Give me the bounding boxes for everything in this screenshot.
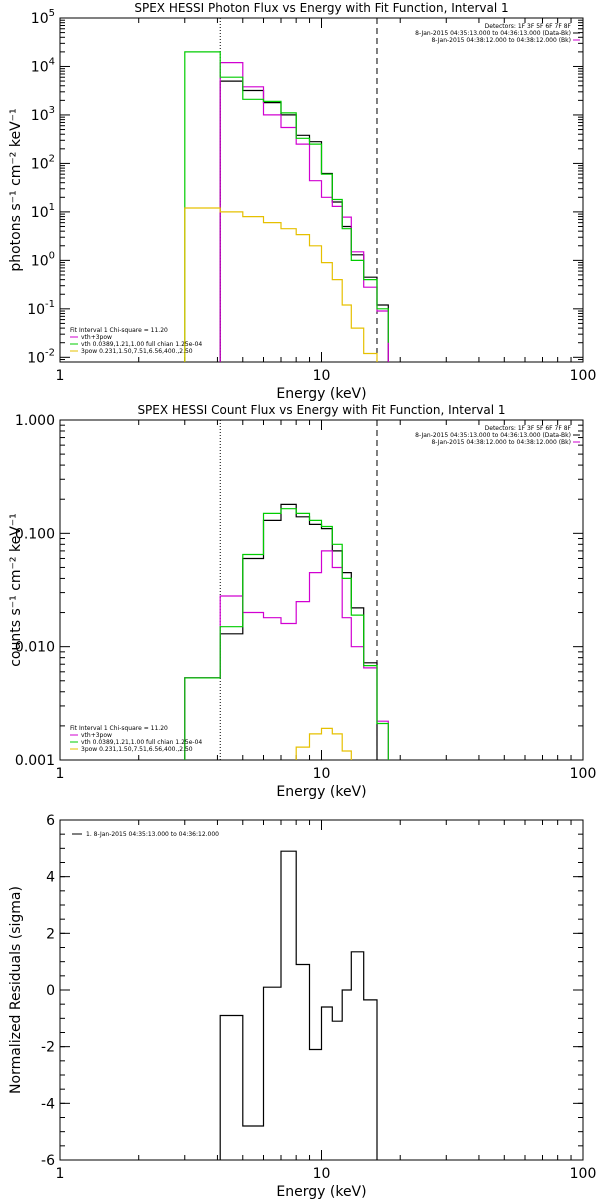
y-tick-label: 0 [46, 983, 55, 999]
x-tick-label: 1 [56, 766, 65, 782]
y-axis-label: counts s⁻¹ cm⁻² keV⁻¹ [8, 513, 24, 667]
series-line-4 [184, 207, 378, 362]
legend-bottom-entry: 3pow 0.231,1.50,7.51,6.56,400.,2.50 [81, 746, 193, 753]
x-axis-label: Energy (keV) [276, 1184, 366, 1200]
y-tick-label: 6 [46, 813, 55, 829]
x-tick-label: 10 [313, 368, 331, 384]
y-tick-label: -6 [41, 1153, 55, 1169]
series-line-1 [184, 503, 378, 760]
chart-title: SPEX HESSI Count Flux vs Energy with Fit… [137, 403, 505, 417]
y-tick-label: 102 [31, 153, 55, 172]
y-tick-label: 103 [31, 105, 55, 124]
plot-frame [59, 419, 584, 761]
x-tick-label: 1 [56, 1166, 65, 1182]
y-tick-label: 100 [31, 250, 55, 269]
y-tick-label: 105 [31, 8, 55, 27]
x-tick-label: 100 [570, 766, 597, 782]
series-line-2 [219, 62, 389, 362]
y-tick-label: 10-1 [27, 299, 55, 318]
x-tick-label: 1 [56, 368, 65, 384]
y-axis-label: Normalized Residuals (sigma) [8, 886, 24, 1094]
x-tick-label: 100 [570, 1166, 597, 1182]
x-tick-label: 100 [570, 368, 597, 384]
legend-bottom-entry: 3pow 0.231,1.50,7.51,6.56,400.,2.50 [81, 348, 193, 355]
x-axis-label: Energy (keV) [276, 784, 366, 800]
legend-top-text: 8-Jan-2015 04:38:12.000 to 04:38:12.000 … [431, 37, 571, 44]
x-tick-label: 10 [313, 1166, 331, 1182]
legend-top-text: 8-Jan-2015 04:35:13.000 to 04:36:13.000 … [415, 30, 571, 37]
data-layer [184, 18, 389, 362]
legend-top-text: Detectors: 1F 3F 5F 6F 7F 8F [485, 425, 572, 432]
series-line-2 [184, 550, 389, 760]
chart-panel-3: 1 10 100 -6 -4 -2 0 2 4 6 Energy (keV) Normalized R… [8, 813, 596, 1200]
x-tick-label: 10 [313, 766, 331, 782]
data-layer [219, 850, 378, 1160]
y-tick-label: 0.100 [15, 526, 55, 542]
y-tick-label: 1.000 [15, 413, 55, 429]
series-line-1 [219, 850, 378, 1160]
y-tick-label: 104 [31, 56, 55, 75]
y-tick-label: 101 [31, 202, 55, 221]
legend-top-text: Detectors: 1F 3F 5F 6F 7F 8F [485, 23, 572, 30]
y-axis-label: photons s⁻¹ cm⁻² keV⁻¹ [8, 108, 24, 271]
legend-bottom-entry: vth 0.0389,1.21,1.00 full chian 1.25e-04 [81, 341, 202, 348]
legend-top-text: 1. 8-Jan-2015 04:35:13.000 to 04:36:12.0… [86, 831, 219, 838]
chart-panel-2: SPEX HESSI Count Flux vs Energy with Fit… [8, 403, 596, 800]
legend-top-text: 8-Jan-2015 04:38:12.000 to 04:38:12.000 … [431, 439, 571, 446]
x-axis-label: Energy (keV) [276, 386, 366, 402]
legend-bottom-entry: vth 0.0389,1.21,1.00 full chian 1.25e-04 [81, 739, 202, 746]
chart-title: SPEX HESSI Photon Flux vs Energy with Fi… [134, 1, 508, 15]
legend-bottom-header: Fit Interval 1 Chi-square = 11.20 [70, 327, 168, 334]
series-line-3 [184, 508, 389, 760]
y-tick-label: 4 [46, 870, 55, 886]
series-line-3 [184, 51, 389, 362]
y-tick-label: -2 [41, 1040, 55, 1056]
series-line-4 [295, 727, 352, 760]
y-tick-label: 10-2 [27, 347, 55, 366]
chart-panel-1: SPEX HESSI Photon Flux vs Energy with Fi… [8, 1, 596, 402]
legend-bottom-entry: vth+3pow [81, 732, 112, 739]
plot-frame [59, 819, 584, 1161]
y-tick-label: 2 [46, 926, 55, 942]
legend-top-text: 8-Jan-2015 04:35:13.000 to 04:36:13.000 … [415, 432, 571, 439]
series-line-1 [219, 80, 389, 362]
y-tick-label: 0.010 [15, 640, 55, 656]
data-layer [184, 420, 389, 760]
legend-bottom-header: Fit Interval 1 Chi-square = 11.20 [70, 725, 168, 732]
y-tick-label: -4 [41, 1096, 55, 1112]
legend-bottom-entry: vth+3pow [81, 334, 112, 341]
y-tick-label: 0.001 [15, 753, 55, 769]
